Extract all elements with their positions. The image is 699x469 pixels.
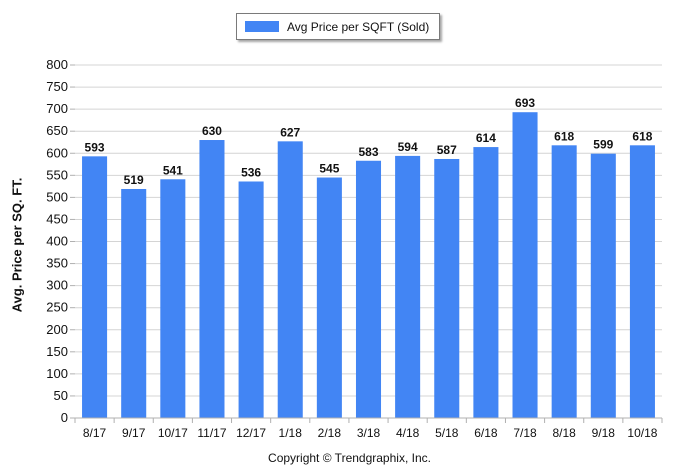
data-label: 630 [202, 124, 222, 138]
x-axis-ticks: 8/17 9/17 10/17 11/17 12/17 1/18 2/18 3/18 4/18 5… [74, 418, 663, 440]
x-tick-label: 6/18 [474, 426, 498, 440]
data-label: 583 [358, 145, 378, 159]
x-tick-label: 7/18 [513, 426, 537, 440]
y-tick-label: 50 [54, 388, 68, 403]
data-label: 614 [476, 131, 496, 145]
bar [551, 145, 577, 418]
y-tick-label: 650 [46, 123, 68, 138]
y-tick-label: 400 [46, 234, 68, 249]
x-tick-label: 12/17 [236, 426, 266, 440]
bar [160, 179, 186, 418]
bar [238, 181, 264, 418]
bar [590, 153, 616, 418]
data-label: 618 [632, 129, 652, 143]
y-axis-title: Avg. Price per SQ. FT. [9, 177, 25, 313]
y-tick-label: 300 [46, 278, 68, 293]
data-label: 627 [280, 125, 300, 139]
x-tick-label: 10/18 [627, 426, 657, 440]
x-tick-label: 1/18 [279, 426, 303, 440]
bar [395, 155, 421, 418]
y-tick-label: 550 [46, 167, 68, 182]
x-tick-label: 8/18 [552, 426, 576, 440]
y-tick-label: 750 [46, 79, 68, 94]
x-tick-label: 5/18 [435, 426, 459, 440]
bar [121, 188, 147, 418]
data-label: 593 [85, 140, 105, 154]
x-tick-label: 9/17 [122, 426, 146, 440]
x-tick-label: 4/18 [396, 426, 420, 440]
y-tick-label: 250 [46, 300, 68, 315]
bar [277, 141, 303, 418]
data-label: 618 [554, 129, 574, 143]
y-tick-label: 100 [46, 366, 68, 381]
data-label: 541 [163, 163, 183, 177]
data-label: 519 [124, 173, 144, 187]
legend: Avg Price per SQFT (Sold) [236, 13, 440, 40]
bar [434, 158, 460, 418]
y-tick-label: 700 [46, 101, 68, 116]
data-label: 599 [593, 138, 613, 152]
y-tick-label: 500 [46, 189, 68, 204]
y-tick-label: 200 [46, 322, 68, 337]
x-tick-label: 8/17 [83, 426, 107, 440]
y-tick-label: 800 [46, 57, 68, 72]
y-tick-label: 150 [46, 344, 68, 359]
copyright-credit: Copyright © Trendgraphix, Inc. [268, 451, 431, 465]
bar [355, 160, 382, 418]
bar [82, 156, 108, 418]
legend-label: Avg Price per SQFT (Sold) [287, 19, 430, 34]
bar [512, 112, 538, 419]
data-label: 545 [319, 162, 339, 176]
x-tick-label: 9/18 [592, 426, 616, 440]
bars [82, 112, 655, 419]
bar [629, 145, 655, 418]
y-tick-label: 600 [46, 145, 68, 160]
data-label: 536 [241, 165, 261, 179]
data-label: 587 [437, 143, 457, 157]
data-label: 693 [515, 96, 535, 110]
bar [199, 140, 225, 418]
y-tick-label: 450 [46, 211, 68, 226]
x-tick-label: 10/17 [158, 426, 188, 440]
legend-swatch [245, 21, 279, 32]
x-tick-label: 11/17 [197, 426, 226, 440]
y-axis-ticks: 0 50 100 150 200 250 300 350 400 450 500 550 600 650 7… [46, 57, 75, 425]
data-label: 594 [398, 140, 418, 154]
data-labels: 593 519 541 630 536 627 545 583 594 587 614 693 618 5… [85, 96, 653, 187]
bar [473, 147, 499, 418]
y-tick-label: 350 [46, 256, 68, 271]
x-tick-label: 2/18 [318, 426, 342, 440]
bar [316, 177, 342, 418]
x-tick-label: 3/18 [357, 426, 381, 440]
y-tick-label: 0 [61, 410, 68, 425]
